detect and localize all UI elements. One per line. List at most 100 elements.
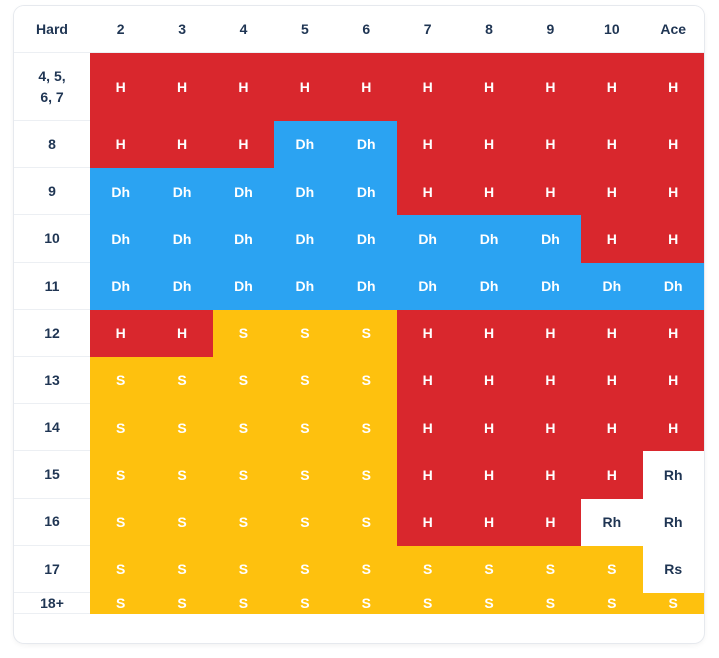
- column-header: 2: [90, 6, 152, 53]
- strategy-cell: S: [396, 545, 459, 593]
- strategy-cell: H: [519, 451, 582, 499]
- strategy-cell: Dh: [642, 262, 704, 310]
- strategy-cell: H: [458, 498, 520, 546]
- strategy-cell: Dh: [519, 262, 582, 310]
- strategy-cell: H: [581, 121, 643, 169]
- row-header: 9: [14, 168, 90, 216]
- strategy-cell: S: [151, 498, 213, 546]
- strategy-cell: S: [335, 545, 397, 593]
- column-header: 10: [581, 6, 643, 53]
- column-header: 5: [274, 6, 336, 53]
- row-header: 10: [14, 215, 90, 263]
- strategy-cell: S: [396, 592, 459, 615]
- strategy-cell: H: [335, 53, 397, 121]
- row-header: 11: [14, 262, 90, 310]
- strategy-cell: H: [458, 121, 520, 169]
- strategy-cell: H: [396, 356, 459, 405]
- column-header: Ace: [642, 6, 704, 53]
- strategy-cell: S: [335, 592, 397, 615]
- strategy-cell: S: [274, 592, 336, 615]
- strategy-cell: S: [151, 451, 213, 499]
- strategy-cell: H: [581, 168, 643, 216]
- strategy-cell: S: [642, 592, 704, 615]
- strategy-cell: H: [151, 309, 213, 357]
- strategy-cell: H: [642, 121, 704, 169]
- strategy-cell: Rh: [642, 451, 704, 499]
- strategy-cell: Dh: [274, 262, 336, 310]
- strategy-cell: S: [335, 356, 397, 405]
- strategy-cell: H: [274, 53, 336, 121]
- strategy-cell: H: [90, 309, 152, 357]
- strategy-cell: H: [90, 53, 152, 121]
- strategy-cell: Dh: [458, 215, 520, 263]
- row-header: 16: [14, 498, 90, 546]
- strategy-cell: H: [458, 356, 520, 405]
- strategy-cell: H: [581, 309, 643, 357]
- strategy-cell: S: [151, 356, 213, 405]
- row-header: 14: [14, 404, 90, 452]
- strategy-cell: S: [212, 356, 275, 405]
- strategy-cell: H: [642, 404, 704, 452]
- strategy-cell: S: [90, 356, 152, 405]
- strategy-cell: H: [519, 309, 582, 357]
- strategy-cell: S: [519, 545, 582, 593]
- strategy-cell: Dh: [519, 215, 582, 263]
- strategy-cell: H: [642, 168, 704, 216]
- strategy-cell: S: [335, 451, 397, 499]
- strategy-cell: S: [274, 498, 336, 546]
- strategy-cell: H: [458, 168, 520, 216]
- row-header: 15: [14, 451, 90, 499]
- strategy-cell: Dh: [151, 215, 213, 263]
- strategy-cell: H: [396, 451, 459, 499]
- strategy-cell: H: [396, 121, 459, 169]
- strategy-cell: S: [335, 498, 397, 546]
- strategy-cell: H: [519, 404, 582, 452]
- row-header: 13: [14, 356, 90, 405]
- strategy-cell: Dh: [274, 215, 336, 263]
- strategy-cell: H: [396, 168, 459, 216]
- strategy-cell: H: [581, 53, 643, 121]
- strategy-cell: S: [274, 451, 336, 499]
- strategy-cell: Dh: [212, 215, 275, 263]
- strategy-cell: S: [581, 545, 643, 593]
- strategy-cell: Dh: [90, 168, 152, 216]
- strategy-cell: Rs: [642, 545, 704, 593]
- strategy-cell: Dh: [90, 215, 152, 263]
- strategy-cell: Rh: [581, 498, 643, 546]
- strategy-cell: S: [151, 592, 213, 615]
- strategy-cell: H: [581, 356, 643, 405]
- strategy-cell: Dh: [212, 262, 275, 310]
- strategy-cell: H: [458, 53, 520, 121]
- strategy-cell: S: [151, 404, 213, 452]
- strategy-cell: H: [396, 309, 459, 357]
- strategy-cell: S: [90, 451, 152, 499]
- strategy-cell: S: [581, 592, 643, 615]
- strategy-cell: Dh: [335, 121, 397, 169]
- strategy-cell: S: [212, 545, 275, 593]
- strategy-cell: H: [458, 451, 520, 499]
- strategy-cell: H: [212, 53, 275, 121]
- column-header: 6: [335, 6, 397, 53]
- strategy-cell: Dh: [335, 168, 397, 216]
- strategy-cell: Dh: [396, 215, 459, 263]
- strategy-cell: H: [519, 356, 582, 405]
- strategy-cell: S: [274, 309, 336, 357]
- strategy-cell: H: [642, 309, 704, 357]
- row-header: 8: [14, 121, 90, 169]
- strategy-cell: Dh: [335, 215, 397, 263]
- strategy-cell: S: [212, 404, 275, 452]
- strategy-cell: S: [212, 451, 275, 499]
- strategy-cell: H: [212, 121, 275, 169]
- strategy-cell: H: [642, 356, 704, 405]
- strategy-cell: H: [519, 498, 582, 546]
- strategy-cell: S: [335, 404, 397, 452]
- strategy-cell: S: [90, 545, 152, 593]
- strategy-cell: H: [396, 404, 459, 452]
- column-header: 8: [458, 6, 520, 53]
- strategy-cell: S: [519, 592, 582, 615]
- strategy-cell: H: [151, 53, 213, 121]
- strategy-cell: S: [274, 404, 336, 452]
- row-header: 17: [14, 545, 90, 593]
- strategy-cell: S: [458, 545, 520, 593]
- strategy-cell: S: [90, 498, 152, 546]
